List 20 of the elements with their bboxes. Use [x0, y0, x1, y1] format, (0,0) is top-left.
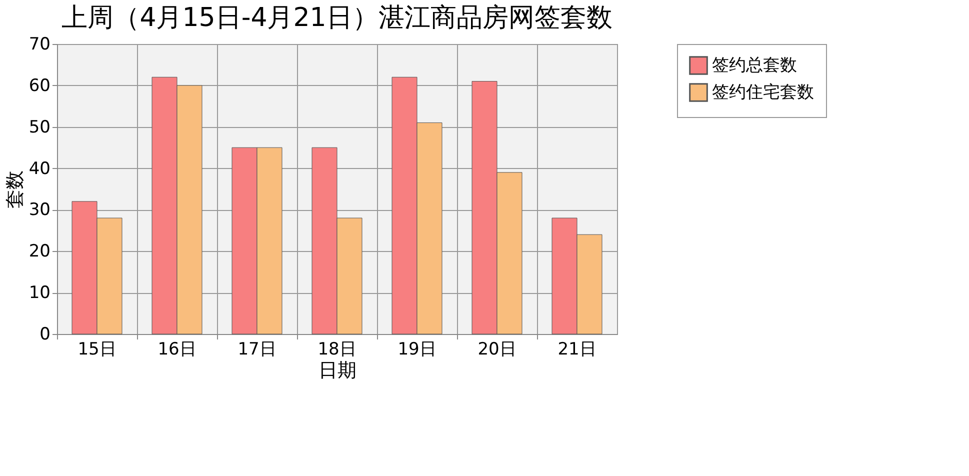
- x-tick-label: 19日: [398, 340, 436, 360]
- y-tick-label: 50: [28, 117, 50, 138]
- y-tick-label: 60: [28, 76, 50, 96]
- y-tick-label: 10: [28, 283, 50, 304]
- chart-title: 上周（4月15日-4月21日）湛江商品房网签套数: [62, 3, 612, 33]
- x-axis-title: 日期: [318, 360, 356, 382]
- y-tick-label: 30: [28, 200, 50, 220]
- x-tick-label: 21日: [558, 340, 596, 360]
- x-tick-label: 15日: [78, 340, 116, 360]
- y-tick-label: 20: [28, 242, 50, 262]
- legend-label: 签约总套数: [712, 56, 797, 76]
- x-tick-label: 17日: [238, 340, 276, 360]
- y-tick-label: 0: [40, 324, 50, 344]
- y-axis-title: 套数: [4, 170, 26, 208]
- x-tick-label: 16日: [158, 340, 196, 360]
- y-tick-label: 40: [28, 158, 50, 179]
- legend-label: 签约住宅套数: [712, 82, 814, 102]
- x-tick-label: 18日: [318, 340, 356, 360]
- y-tick-label: 70: [28, 34, 50, 54]
- x-tick-label: 20日: [478, 340, 516, 360]
